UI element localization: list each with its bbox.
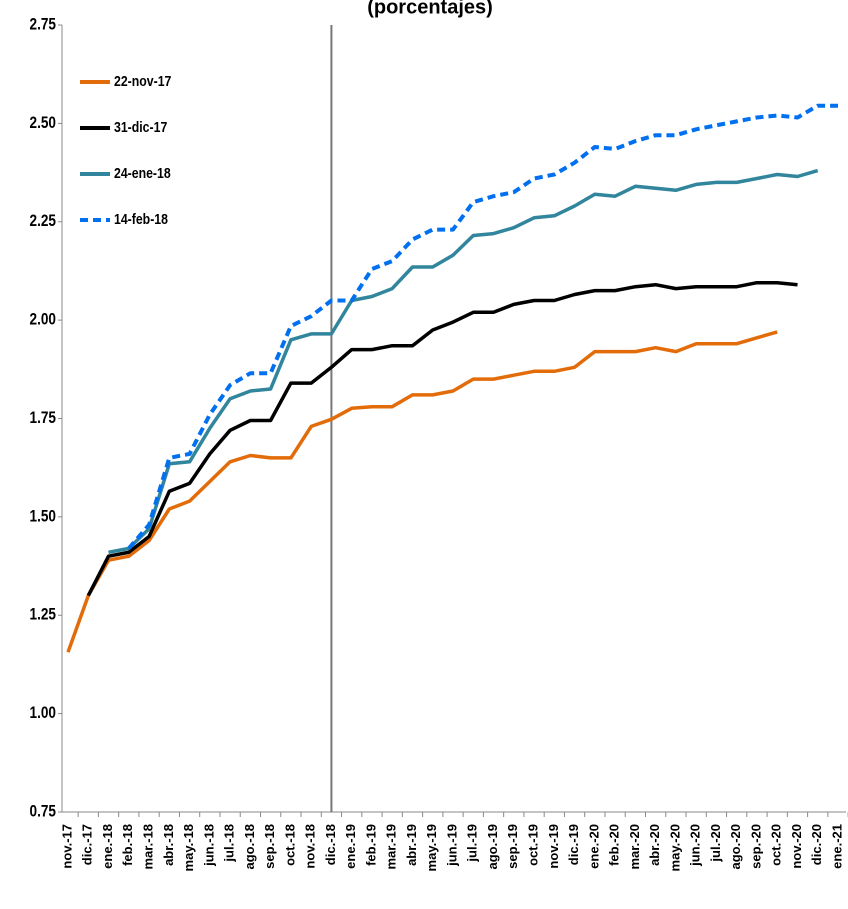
x-tick-label: sep.-18 [262,824,277,869]
legend-label: 22-nov-17 [114,73,172,89]
x-tick-label: jul.-18 [222,824,237,863]
x-tick-label: mar.-20 [627,824,642,870]
legend-label: 14-feb-18 [114,211,168,227]
x-tick-label: mar.-18 [140,824,155,870]
x-tick-label: abr.-20 [647,824,662,866]
x-tick-label: feb.-20 [607,824,622,866]
x-tick-label: sep.-20 [748,824,763,869]
series-line [127,103,838,550]
x-tick-label: dic.-18 [323,824,338,865]
x-tick-label: oct.-19 [525,824,540,866]
y-tick-label: 2.50 [30,114,56,133]
x-tick-label: may.-19 [424,824,439,871]
legend-label: 24-ene-18 [114,165,171,181]
x-tick-label: abr.-18 [161,824,176,866]
x-tick-label: jun.-20 [688,824,703,867]
x-tick-label: oct.-18 [282,824,297,866]
x-tick-label: sep.-19 [505,824,520,869]
series-line [108,168,819,555]
legend-label: 31-dic-17 [114,119,168,135]
x-tick-label: ene.-20 [586,824,601,869]
y-tick-label: 1.25 [30,605,57,624]
x-tick-label: nov.-17 [59,824,74,869]
x-tick-label: nov.-18 [303,824,318,869]
x-tick-label: ago.-19 [485,824,500,870]
x-tick-label: dic.-17 [80,824,95,865]
y-tick-label: 1.75 [30,409,57,428]
chart-title: (porcentajes) [367,0,493,18]
x-tick-label: mar.-19 [384,824,399,870]
x-tick-label: jul.-20 [708,824,723,863]
y-tick-label: 1.50 [30,507,56,526]
y-tick-label: 2.25 [30,212,57,231]
x-tick-label: may.-18 [181,824,196,871]
x-tick-label: feb.-19 [363,824,378,866]
x-tick-label: nov.-19 [546,824,561,869]
series-line [86,280,798,597]
x-tick-label: ene.-21 [829,824,844,869]
x-tick-label: jun.-19 [444,824,459,867]
y-tick-label: 2.00 [30,310,56,329]
y-tick-label: 0.75 [30,802,57,821]
y-tick-label: 1.00 [30,704,56,723]
x-tick-label: dic.-20 [809,824,824,865]
x-tick-label: dic.-19 [566,824,581,865]
x-tick-label: ago.-20 [728,824,743,870]
x-tick-label: ene.-18 [100,824,115,869]
series-line [66,330,778,653]
x-tick-label: ene.-19 [343,824,358,869]
y-tick-label: 2.75 [30,15,57,34]
x-tick-label: abr.-19 [404,824,419,866]
x-tick-label: jun.-18 [201,824,216,867]
x-tick-label: feb.-18 [120,824,135,866]
x-tick-label: may.-20 [667,824,682,871]
x-tick-label: oct.-20 [769,824,784,866]
x-tick-label: nov.-20 [789,824,804,869]
x-tick-label: jul.-19 [465,824,480,863]
x-tick-label: ago.-18 [242,824,257,870]
